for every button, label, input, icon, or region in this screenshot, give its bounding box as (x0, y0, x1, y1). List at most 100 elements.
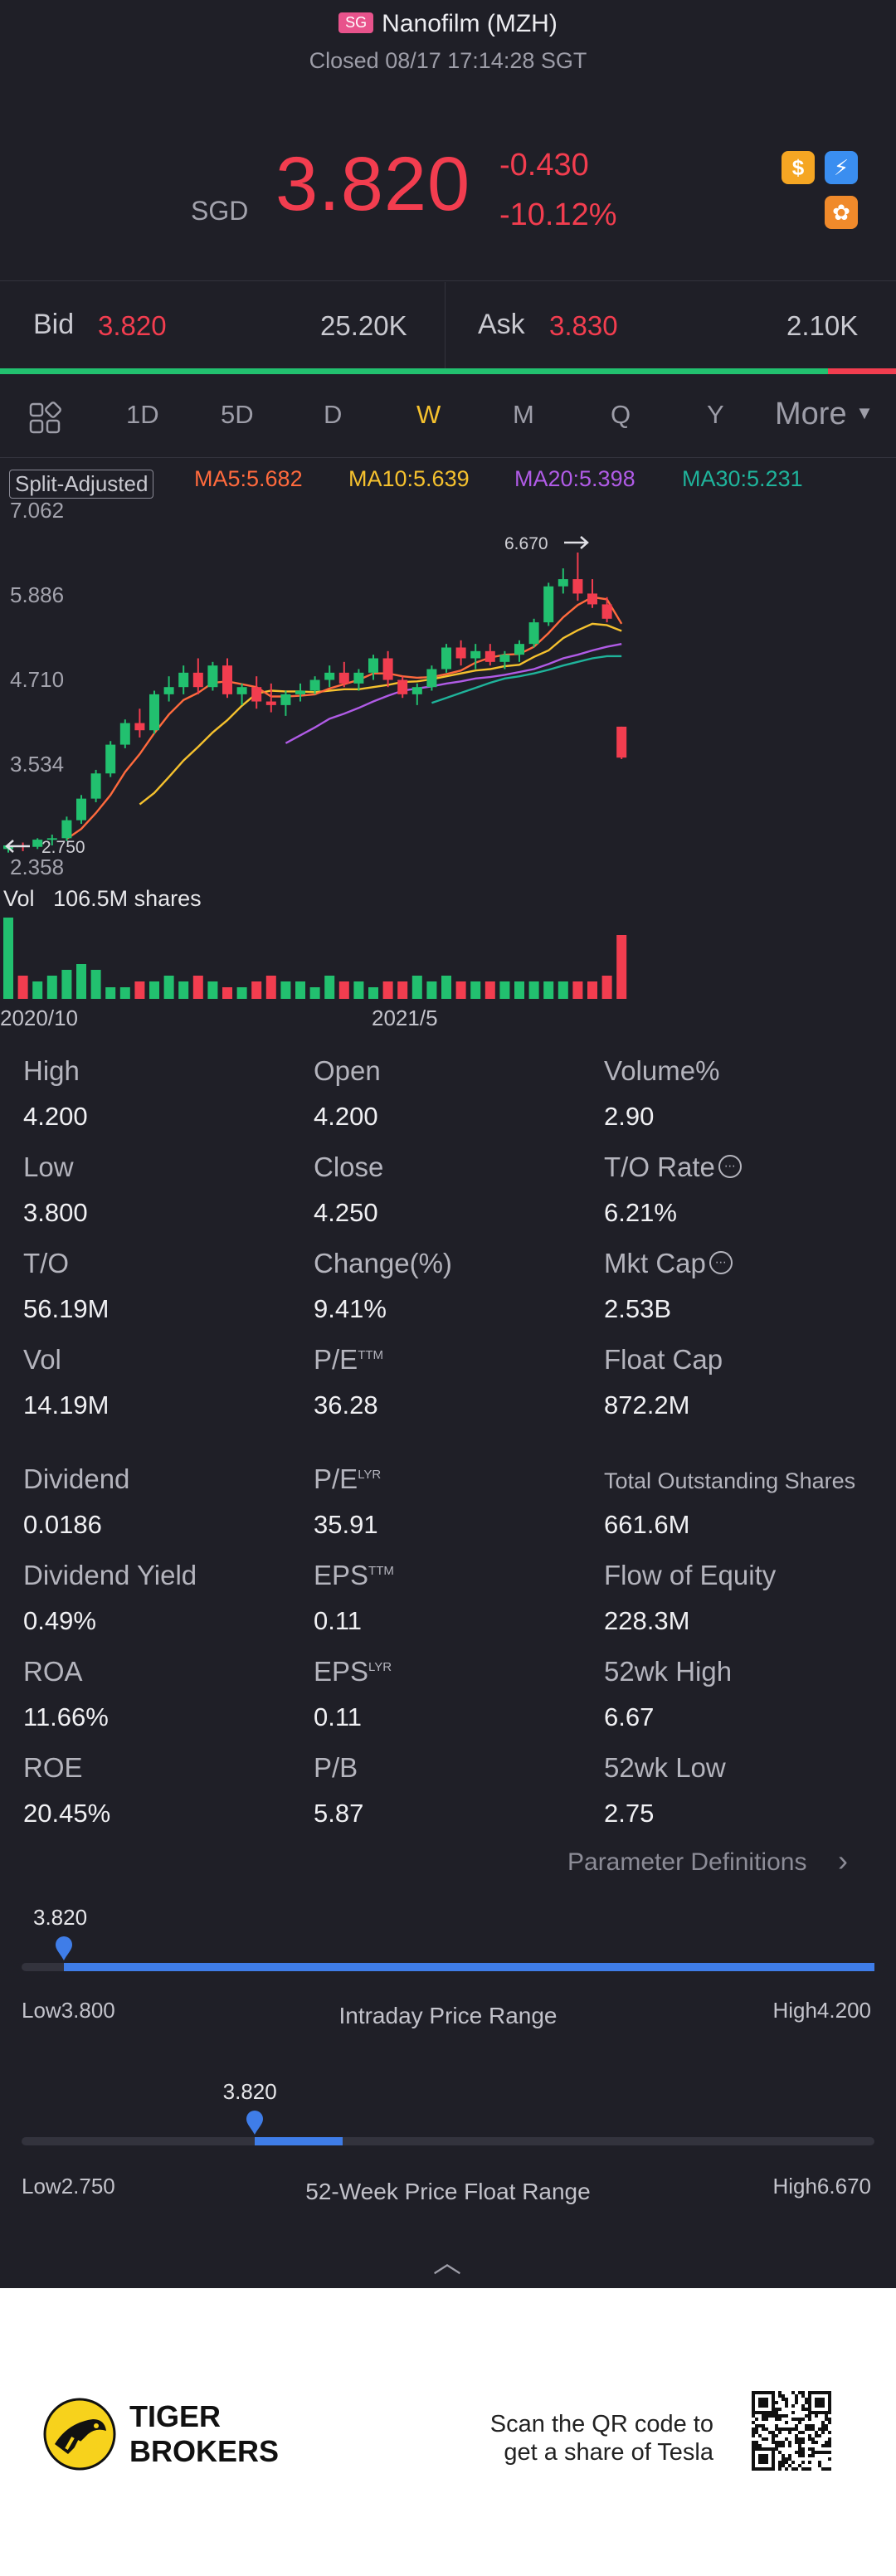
candle-body (105, 744, 116, 774)
parameter-definitions-link[interactable]: Parameter Definitions (567, 1848, 807, 1876)
bid-price: 3.820 (98, 310, 167, 341)
stat-value: 2.53B (604, 1294, 672, 1323)
candle-body (149, 694, 159, 731)
stat-value: 0.49% (23, 1606, 96, 1635)
week52-range-track (22, 2137, 874, 2145)
volume-bar (499, 981, 510, 999)
chevron-up-icon[interactable]: ︿ (433, 2247, 461, 2279)
price-tick-label: 4.710 (10, 667, 64, 692)
stat-label: 52wk Low (604, 1752, 726, 1784)
tab-5d[interactable]: 5D (221, 400, 254, 429)
candle-body (338, 672, 349, 684)
intraday-range-fill (64, 1963, 874, 1971)
dollar-icon[interactable]: $ (782, 151, 815, 184)
stat-value: 5.87 (314, 1799, 364, 1828)
price-tick-label: 2.358 (10, 855, 64, 879)
candle-body (616, 726, 627, 758)
stat-label-text: Dividend Yield (23, 1560, 197, 1590)
stat-label-text: Total Outstanding Shares (604, 1468, 856, 1493)
stat-label-text: Mkt Cap (604, 1248, 706, 1278)
grid-layout-icon[interactable] (28, 402, 61, 439)
low-price-marker: 2.750 (41, 838, 85, 857)
stat-label-text: P/E (314, 1344, 358, 1375)
ma10-line (139, 622, 622, 806)
price-tick-label: 5.886 (10, 582, 64, 607)
stat-value: 36.28 (314, 1390, 378, 1419)
volume-bar (3, 918, 13, 999)
volume-bar (32, 981, 43, 999)
stat-label: High (23, 1055, 80, 1087)
stat-label-text: P/E (314, 1463, 358, 1494)
stat-label-superscript: TTM (358, 1348, 384, 1362)
ma20-legend: MA20:5.398 (514, 466, 635, 491)
volume-bar (338, 981, 349, 999)
candle-body (572, 579, 583, 594)
candle-body (90, 773, 101, 799)
price-tick-label: 3.534 (10, 752, 64, 777)
tab-w[interactable]: W (416, 400, 441, 429)
split-adjusted-toggle[interactable]: Split-Adjusted (9, 470, 154, 499)
market-status: Closed 08/17 17:14:28 SGT (309, 48, 587, 73)
volume-title: Vol (3, 886, 35, 911)
candle-body (353, 672, 364, 684)
stat-label-text: 52wk High (604, 1656, 733, 1687)
stat-label-text: Low (23, 1152, 74, 1182)
stat-value: 4.200 (314, 1102, 378, 1131)
week52-range-fill (254, 2137, 343, 2145)
price-change-percent: -10.12% (499, 197, 617, 232)
stat-label-text: EPS (314, 1656, 369, 1687)
ma30-line (431, 655, 622, 704)
volume-bar (382, 981, 393, 999)
scan-text-line2: get a share of Tesla (504, 2439, 713, 2466)
stat-label-superscript: LYR (368, 1660, 392, 1674)
stat-label: EPSTTM (314, 1560, 394, 1591)
high-price-marker: 6.670 (504, 534, 548, 553)
kline-chart[interactable]: 7.062 5.886 4.710 3.534 2.358 6.670 2.750 202… (0, 494, 896, 1042)
volume-bar (280, 981, 291, 999)
stat-label-text: P/B (314, 1752, 358, 1783)
week52-high: High6.670 (772, 2174, 871, 2199)
tab-y[interactable]: Y (707, 400, 724, 429)
candle-body (46, 838, 57, 840)
volume-value: 106.5M shares (53, 886, 202, 911)
volume-bar (543, 981, 554, 999)
tab-m[interactable]: M (513, 400, 534, 429)
stat-label-text: T/O (23, 1248, 69, 1278)
tab-d[interactable]: D (324, 400, 343, 429)
stat-label: Close (314, 1152, 383, 1183)
info-icon[interactable]: ⋯ (709, 1251, 733, 1275)
volume-label: Vol 106.5M shares (3, 886, 202, 912)
stat-value: 9.41% (314, 1294, 387, 1323)
candle-body (411, 687, 422, 694)
volume-bar (178, 981, 189, 999)
x-axis-label: 2021/5 (372, 1006, 438, 1030)
candle-body (514, 644, 524, 655)
candle-body (251, 687, 262, 702)
candle-body (543, 586, 554, 623)
scan-text-line1: Scan the QR code to (489, 2411, 713, 2437)
bid-size: 25.20K (320, 310, 407, 341)
volume-bar (528, 981, 539, 999)
stat-value: 0.0186 (23, 1510, 102, 1539)
last-price: 3.820 (275, 142, 471, 226)
tab-q[interactable]: Q (611, 400, 631, 429)
stat-label-text: Dividend (23, 1463, 130, 1494)
candle-body (61, 820, 72, 839)
options-icon[interactable]: ✿ (825, 196, 858, 229)
chevron-right-icon[interactable]: › (838, 1843, 848, 1877)
flash-icon[interactable]: ⚡ (825, 151, 858, 184)
ma5-legend: MA5:5.682 (194, 466, 303, 491)
stat-label-text: 52wk Low (604, 1752, 726, 1783)
tab-more[interactable]: More ▼ (775, 397, 874, 432)
stock-name: Nanofilm (MZH) (382, 10, 558, 37)
stat-label: Open (314, 1055, 381, 1087)
currency-label: SGD (191, 196, 249, 226)
stat-label-text: High (23, 1055, 80, 1086)
stat-value: 2.90 (604, 1102, 655, 1131)
stat-value: 4.250 (314, 1198, 378, 1227)
ma30-legend: MA30:5.231 (682, 466, 803, 491)
volume-bar (105, 987, 116, 999)
info-icon[interactable]: ⋯ (718, 1155, 742, 1179)
stat-value: 14.19M (23, 1390, 110, 1419)
tab-1d[interactable]: 1D (126, 400, 159, 429)
